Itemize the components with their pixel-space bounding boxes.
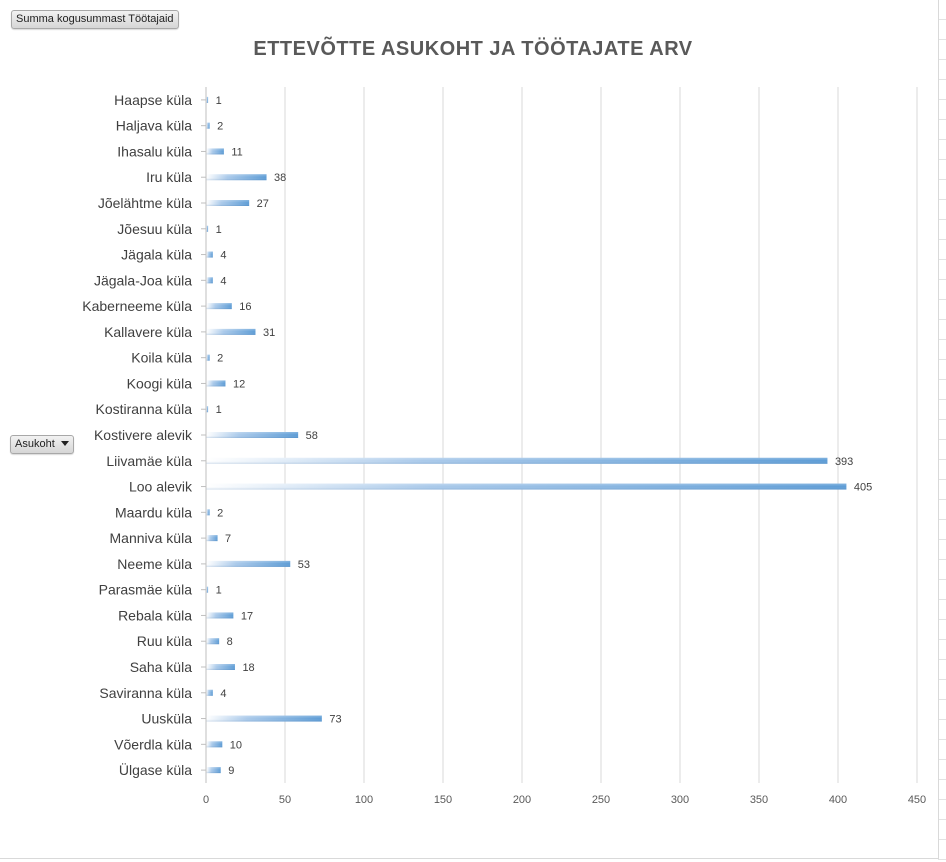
data-label: 18 [242, 662, 254, 674]
x-tick-label: 350 [750, 794, 768, 806]
bar-shade [206, 535, 218, 542]
data-label: 1 [216, 224, 222, 236]
x-tick-label: 250 [592, 794, 610, 806]
category-label: Jõesuu küla [117, 221, 192, 237]
dropdown-arrow-icon [60, 441, 69, 446]
bar-shade [206, 277, 213, 284]
data-label: 1 [216, 585, 222, 597]
category-label: Ülgase küla [119, 761, 192, 778]
bar-shade [206, 560, 291, 567]
x-tick-label: 300 [671, 794, 689, 806]
category-label: Ruu küla [137, 633, 192, 649]
category-label: Kostivere alevik [94, 427, 193, 443]
bar-shade [206, 457, 828, 464]
data-label: 58 [306, 430, 318, 442]
x-tick-label: 100 [355, 794, 373, 806]
category-label: Võerdla küla [114, 736, 192, 752]
data-label: 31 [263, 327, 275, 339]
category-label: Koila küla [131, 350, 192, 366]
data-label: 2 [217, 121, 223, 133]
value-field-button[interactable]: Summa kogusummast Töötajaid [11, 10, 179, 29]
bar-shade [206, 509, 210, 516]
bar-shade [206, 354, 210, 361]
data-label: 17 [241, 610, 253, 622]
data-label: 12 [233, 378, 245, 390]
category-label: Loo alevik [129, 479, 193, 495]
axis-field-filter-button[interactable]: Asukoht [10, 435, 74, 454]
data-label: 11 [231, 146, 242, 158]
bar-shade [206, 380, 226, 387]
x-tick-label: 200 [513, 794, 531, 806]
bar-shade [206, 689, 213, 696]
category-label: Saha küla [130, 659, 192, 675]
bar-shade [206, 406, 209, 413]
bar-shade [206, 122, 210, 129]
sheet-gridlines [938, 0, 946, 862]
category-label: Liivamäe küla [106, 453, 192, 469]
data-label: 8 [227, 636, 233, 648]
data-label: 53 [298, 559, 310, 571]
x-tick-label: 150 [434, 794, 452, 806]
data-label: 1 [216, 404, 222, 416]
category-label: Haljava küla [116, 118, 192, 134]
data-label: 2 [217, 507, 223, 519]
x-tick-label: 400 [829, 794, 847, 806]
bar-shade [206, 638, 220, 645]
x-tick-label: 50 [279, 794, 291, 806]
data-label: 73 [329, 714, 341, 726]
category-label: Haapse küla [114, 92, 192, 108]
data-label: 4 [220, 275, 226, 287]
data-label: 2 [217, 353, 223, 365]
data-label: 10 [230, 739, 242, 751]
data-label: 4 [220, 688, 226, 700]
bar-shade [206, 715, 322, 722]
category-label: Kallavere küla [104, 324, 192, 340]
category-label: Maardu küla [115, 504, 192, 520]
data-label: 1 [216, 95, 222, 107]
bar-shade [206, 96, 209, 103]
bar-shade [206, 483, 847, 490]
x-tick-label: 0 [203, 794, 209, 806]
category-label: Rebala küla [118, 607, 192, 623]
bar-shade [206, 586, 209, 593]
bar-shade [206, 174, 267, 181]
x-tick-label: 450 [908, 794, 926, 806]
category-label: Kaberneeme küla [82, 298, 192, 314]
bar-shade [206, 200, 250, 206]
data-label: 27 [257, 198, 269, 210]
bar-shade [206, 432, 299, 438]
data-label: 405 [854, 482, 872, 494]
category-label: Kostiranna küla [95, 401, 192, 417]
category-label: Manniva küla [110, 530, 193, 546]
data-label: 4 [220, 250, 226, 262]
axis-field-label: Asukoht [15, 438, 55, 450]
category-label: Jõelähtme küla [98, 195, 192, 211]
bar-shade [206, 303, 232, 310]
data-label: 16 [239, 301, 251, 313]
category-label: Ihasalu küla [117, 143, 192, 159]
bar-shade [206, 741, 223, 748]
chart-title: ETTEVÕTTE ASUKOHT JA TÖÖTAJATE ARV [253, 38, 693, 60]
category-label: Parasmäe küla [99, 582, 193, 598]
bar-shade [206, 225, 209, 232]
data-label: 38 [274, 172, 286, 184]
category-label: Jägala-Joa küla [94, 272, 192, 288]
category-label: Neeme küla [117, 556, 192, 572]
category-label: Koogi küla [127, 375, 193, 391]
bar-shade [206, 148, 224, 155]
bar-shade [206, 767, 221, 774]
bar-shade [206, 251, 213, 258]
data-label: 7 [225, 533, 231, 545]
category-label: Uusküla [141, 711, 192, 727]
bar-shade [206, 664, 235, 670]
category-label: Iru küla [146, 169, 192, 185]
data-label: 9 [228, 765, 234, 777]
category-label: Saviranna küla [99, 685, 192, 701]
bar-shade [206, 612, 234, 619]
data-label: 393 [835, 456, 853, 468]
category-label: Jägala küla [121, 247, 192, 263]
bar-shade [206, 328, 256, 335]
